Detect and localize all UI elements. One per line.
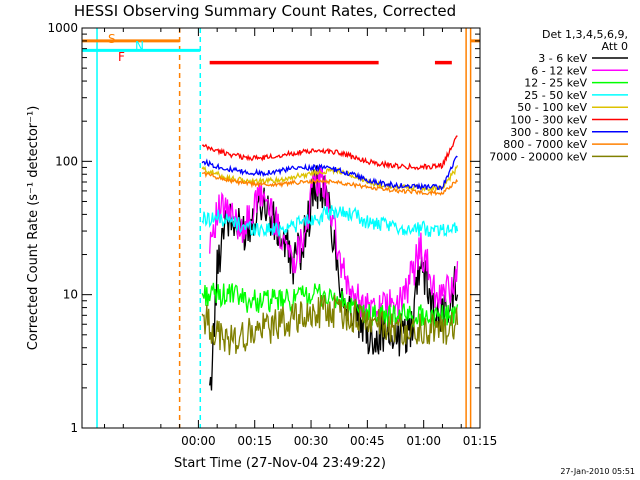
footer-timestamp: 27-Jan-2010 05:51	[560, 467, 635, 476]
status-bar-label: S	[108, 32, 116, 46]
series-line	[209, 165, 459, 391]
y-tick-label: 10	[63, 288, 78, 302]
legend-entry-label: 7000 - 20000 keV	[489, 150, 587, 163]
legend-entry-label: 3 - 6 keV	[538, 52, 587, 65]
x-tick-label: 00:45	[350, 434, 385, 448]
legend-entry-label: 12 - 25 keV	[524, 77, 587, 90]
y-tick-label: 1	[70, 421, 78, 435]
legend-entry-label: 50 - 100 keV	[517, 101, 587, 114]
x-tick-label: 00:30	[294, 434, 329, 448]
legend-entry-label: 100 - 300 keV	[510, 114, 587, 127]
status-bar-label: N	[135, 39, 144, 53]
series-line	[201, 294, 459, 356]
series-line	[201, 171, 459, 197]
y-axis-label: Corrected Count Rate (s⁻¹ detector⁻¹)	[26, 106, 41, 351]
x-tick-label: 00:00	[181, 434, 216, 448]
x-tick-label: 01:15	[463, 434, 498, 448]
y-tick-label: 100	[55, 154, 78, 168]
legend-entry-label: 25 - 50 keV	[524, 89, 587, 102]
series-line	[201, 205, 459, 238]
legend-header-line-2: Att 0	[602, 40, 628, 53]
legend-entry-label: 300 - 800 keV	[510, 126, 587, 139]
series-line	[201, 155, 458, 192]
y-tick-label: 1000	[47, 21, 78, 35]
legend-header-line-1: Det 1,3,4,5,6,9,	[542, 28, 628, 41]
series-line	[209, 166, 459, 326]
chart-title: HESSI Observing Summary Count Rates, Cor…	[74, 2, 456, 20]
x-axis-label: Start Time (27-Nov-04 23:49:22)	[174, 456, 386, 471]
x-tick-label: 01:00	[406, 434, 441, 448]
series-line	[201, 282, 459, 328]
legend-entry-label: 6 - 12 keV	[531, 64, 587, 77]
plot-frame	[81, 27, 481, 429]
series-line	[201, 135, 458, 171]
status-bar-label: F	[118, 50, 125, 64]
legend-entry-label: 800 - 7000 keV	[503, 138, 587, 151]
x-tick-label: 00:15	[237, 434, 272, 448]
